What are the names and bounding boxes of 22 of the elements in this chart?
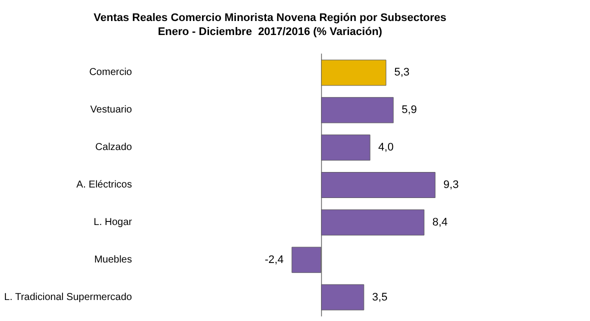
- data-label: 3,5: [372, 291, 388, 304]
- data-label: 5,3: [394, 66, 410, 79]
- bar: [321, 209, 424, 236]
- bar: [321, 172, 436, 198]
- y-tick-label: Vestuario: [90, 104, 132, 116]
- bar: [321, 60, 386, 86]
- data-label: -2,4: [264, 254, 284, 266]
- bar: [292, 246, 322, 273]
- data-label: 9,3: [443, 179, 459, 191]
- chart-title: Ventas Reales Comercio Minorista Novena Región por Subsectores Enero - Diciembre 2017/2016 (% Variación): [94, 12, 446, 38]
- y-tick-label: A. Eléctricos: [76, 180, 132, 190]
- y-tick-label: L. Hogar: [94, 216, 133, 228]
- y-tick-label: Comercio: [89, 67, 132, 78]
- data-label: 5,9: [402, 104, 417, 116]
- bar: [321, 134, 370, 161]
- y-tick-label: Muebles: [94, 254, 132, 266]
- y-tick-label: Calzado: [95, 142, 132, 154]
- bar: [321, 284, 364, 310]
- bar: [321, 97, 394, 124]
- data-label: 8,4: [432, 216, 448, 228]
- y-tick-label: L. Tradicional Supermercado: [4, 292, 132, 303]
- data-label: 4,0: [378, 142, 394, 154]
